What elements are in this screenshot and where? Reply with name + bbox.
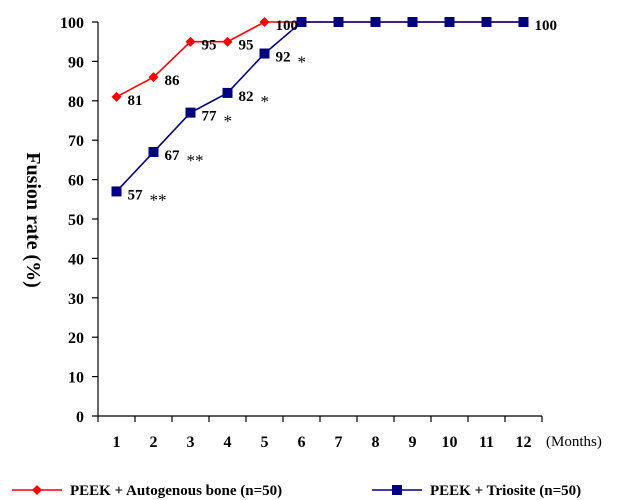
diamond-marker <box>32 485 42 495</box>
data-label: 100 <box>535 18 558 34</box>
x-tick-label: 9 <box>409 434 417 451</box>
significance-label: ** <box>187 151 204 170</box>
series-line <box>115 21 524 192</box>
data-label: 92 <box>276 50 291 66</box>
y-tick-label: 30 <box>68 291 84 308</box>
data-label: 100 <box>276 18 299 34</box>
square-marker <box>407 17 418 27</box>
x-tick-label: 4 <box>224 434 232 451</box>
x-axis-unit-label: (Months) <box>546 434 602 450</box>
legend-item: PEEK + Triosite (n=50) <box>372 483 581 499</box>
y-tick-label: 50 <box>68 212 84 229</box>
legend-label: PEEK + Triosite (n=50) <box>430 483 581 499</box>
x-tick-label: 11 <box>479 434 494 451</box>
x-tick-label: 10 <box>442 434 458 451</box>
square-marker <box>481 17 492 27</box>
data-label: 86 <box>165 73 181 89</box>
data-label: 82 <box>239 89 254 105</box>
diamond-marker <box>222 36 233 47</box>
significance-label: ** <box>150 190 167 209</box>
legend-label: PEEK + Autogenous bone (n=50) <box>70 483 282 499</box>
x-tick-label: 3 <box>187 434 195 451</box>
diamond-marker <box>148 72 159 83</box>
square-marker <box>259 48 270 59</box>
y-tick-label: 70 <box>68 133 84 150</box>
diamond-marker <box>185 36 196 47</box>
legend: PEEK + Autogenous bone (n=50) PEEK + Trio… <box>12 483 581 499</box>
data-label: 77 <box>202 109 218 125</box>
square-marker <box>444 17 455 27</box>
square-marker <box>185 107 196 118</box>
data-label: 67 <box>165 148 181 164</box>
x-tick-label: 12 <box>516 434 532 451</box>
series-triosite <box>111 17 529 197</box>
square-marker <box>296 17 307 27</box>
diamond-marker <box>111 91 122 102</box>
x-tick-label: 5 <box>261 434 269 451</box>
diamond-marker <box>259 17 270 27</box>
square-marker <box>392 485 402 495</box>
data-label: 95 <box>239 38 254 54</box>
square-marker <box>111 186 122 197</box>
significance-label: * <box>261 92 270 111</box>
x-tick-label: 7 <box>335 434 343 451</box>
y-axis-label: Fusion rate (%) <box>22 152 44 288</box>
data-labels: 81 86 95 95 100 57 ** 67 ** 77 * 82 * 92 * 100 <box>128 18 558 209</box>
x-tick-label: 6 <box>298 434 306 451</box>
square-marker <box>518 17 529 27</box>
square-marker <box>222 87 233 98</box>
significance-label: * <box>298 53 307 72</box>
x-tick-label: 1 <box>113 434 121 451</box>
y-tick-label: 80 <box>68 94 84 111</box>
y-tick-label: 90 <box>68 54 84 71</box>
data-label: 95 <box>202 38 217 54</box>
x-tick-label: 2 <box>150 434 158 451</box>
series <box>111 17 529 197</box>
y-tick-label: 60 <box>68 173 84 190</box>
legend-item: PEEK + Autogenous bone (n=50) <box>12 483 282 499</box>
y-tick-label: 100 <box>60 15 84 32</box>
significance-label: * <box>224 112 233 131</box>
square-marker <box>370 17 381 27</box>
data-label: 57 <box>128 187 144 203</box>
square-marker <box>333 17 344 27</box>
x-tick-label: 8 <box>372 434 380 451</box>
y-tick-label: 40 <box>68 251 84 268</box>
y-tick-label: 0 <box>76 409 84 426</box>
square-marker <box>148 147 159 158</box>
data-label: 81 <box>128 93 143 109</box>
y-tick-label: 10 <box>68 370 84 387</box>
y-tick-label: 20 <box>68 330 84 347</box>
